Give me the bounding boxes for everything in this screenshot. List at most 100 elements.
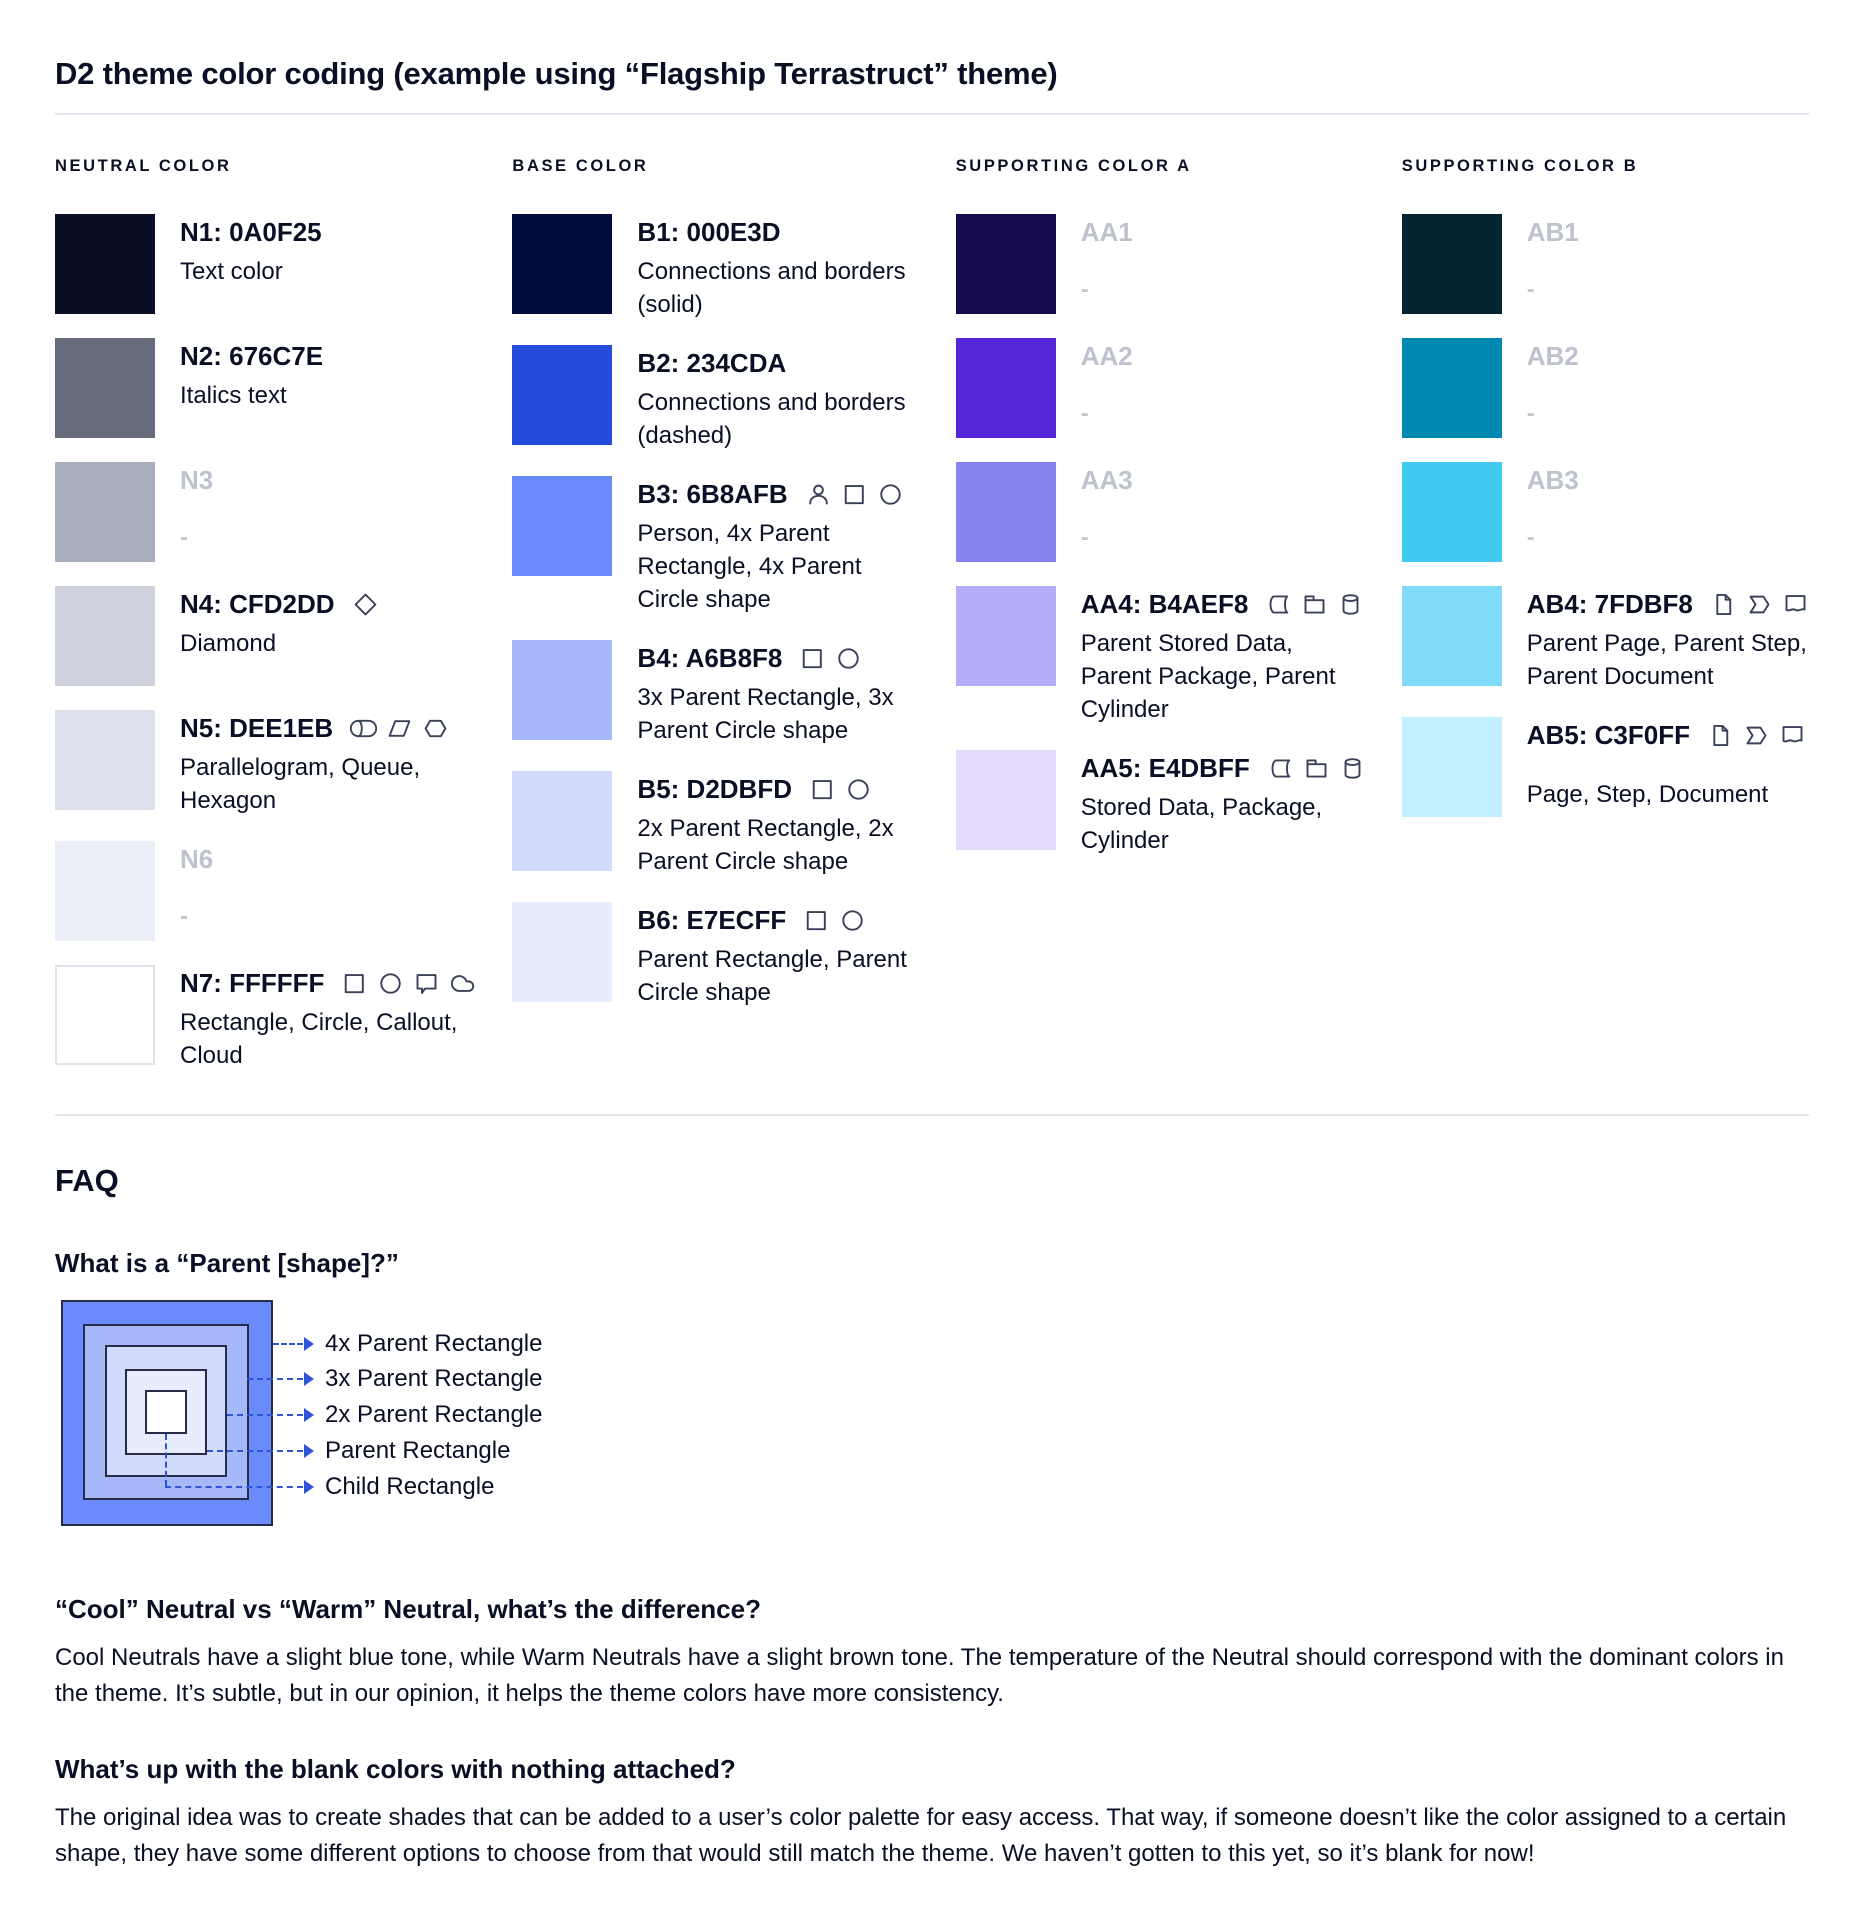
stored-data-icon xyxy=(1267,755,1294,782)
color-item: N1: 0A0F25 Text color xyxy=(55,214,476,314)
color-swatch xyxy=(1401,338,1502,438)
color-swatch xyxy=(955,462,1056,562)
color-meta: AA4: B4AEF8 Parent Stored Data, Parent P… xyxy=(1081,586,1366,726)
color-desc: - xyxy=(1526,400,1535,427)
color-desc: 3x Parent Rectangle, 3x Parent Circle sh… xyxy=(637,684,894,744)
color-item: AB5: C3F0FF Page, Step, Document xyxy=(1401,717,1809,817)
color-meta: N7: FFFFFF Rectangle, Circle, Callout, C… xyxy=(180,965,476,1072)
color-meta: B2: 234CDA Connections and borders (dash… xyxy=(637,345,919,452)
faq-answer-cool-vs-warm: Cool Neutrals have a slight blue tone, w… xyxy=(55,1644,1784,1707)
color-desc: - xyxy=(1080,524,1089,551)
color-swatch xyxy=(955,214,1056,314)
color-meta: N3 - xyxy=(180,462,213,562)
diagram-label: Parent Rectangle xyxy=(325,1437,511,1464)
color-code: N6 xyxy=(180,844,214,874)
color-swatch xyxy=(955,586,1056,686)
color-desc: - xyxy=(1080,276,1089,303)
color-swatch xyxy=(55,338,155,438)
color-item: B1: 000E3D Connections and borders (soli… xyxy=(512,214,919,321)
color-meta: AA5: E4DBFF Stored Data, Package, Cylind… xyxy=(1081,750,1366,857)
color-desc: - xyxy=(1526,524,1535,551)
color-code: N3 xyxy=(180,465,214,495)
diagram-label: Child Rectangle xyxy=(325,1473,495,1500)
circle-icon xyxy=(877,481,904,508)
document-icon xyxy=(1782,591,1809,618)
color-code: AB2 xyxy=(1526,341,1579,371)
color-item: N3 - xyxy=(55,462,476,562)
diagram-connector xyxy=(273,1343,303,1345)
color-swatch xyxy=(512,345,613,445)
color-desc: Parent Page, Parent Step, Parent Documen… xyxy=(1526,630,1807,690)
diagram-arrow xyxy=(304,1444,314,1458)
color-item: AA2 - xyxy=(955,338,1366,438)
color-item: AB3 - xyxy=(1401,462,1809,562)
color-swatch xyxy=(1401,717,1502,817)
color-code: B6: E7ECFF xyxy=(637,905,787,935)
page-icon xyxy=(1707,722,1734,749)
color-meta: B4: A6B8F8 3x Parent Rectangle, 3x Paren… xyxy=(637,640,919,747)
color-code: B1: 000E3D xyxy=(637,217,781,247)
color-swatch xyxy=(1401,214,1502,314)
diagram-label: 3x Parent Rectangle xyxy=(325,1365,543,1392)
page-title: D2 theme color coding (example using “Fl… xyxy=(55,56,1058,91)
color-meta: AA2 - xyxy=(1081,338,1133,438)
color-code: B3: 6B8AFB xyxy=(637,479,788,509)
color-swatch xyxy=(55,965,155,1065)
callout-icon xyxy=(413,970,440,997)
color-code: AB3 xyxy=(1526,465,1579,495)
color-item: N6 - xyxy=(55,841,476,941)
circle-icon xyxy=(845,776,872,803)
color-item: N4: CFD2DD Diamond xyxy=(55,586,476,686)
rectangle-icon xyxy=(803,907,830,934)
color-code: N7: FFFFFF xyxy=(180,968,325,998)
column-header: BASE COLOR xyxy=(512,157,649,175)
circle-icon xyxy=(839,907,866,934)
column-neutral-color: NEUTRAL COLOR N1: 0A0F25 Text color N2: … xyxy=(55,157,476,1096)
color-meta: AB1 - xyxy=(1527,214,1579,314)
color-code: N5: DEE1EB xyxy=(180,713,334,743)
color-code: B4: A6B8F8 xyxy=(637,643,783,673)
diagram-connector xyxy=(247,1378,303,1380)
color-desc: - xyxy=(180,903,188,930)
diagram-connector xyxy=(165,1486,303,1488)
package-icon xyxy=(1301,591,1328,618)
hexagon-icon xyxy=(422,715,449,742)
color-item: AB4: 7FDBF8 Parent Page, Parent Step, Pa… xyxy=(1401,586,1809,693)
color-meta: AB2 - xyxy=(1527,338,1579,438)
color-meta: N6 - xyxy=(180,841,213,941)
color-desc: Rectangle, Circle, Callout, Cloud xyxy=(180,1009,458,1069)
color-swatch xyxy=(512,476,613,576)
color-code: AA1 xyxy=(1080,217,1133,247)
person-icon xyxy=(805,481,832,508)
color-code: B2: 234CDA xyxy=(637,348,787,378)
diamond-icon xyxy=(352,591,379,618)
color-desc: Parent Rectangle, Parent Circle shape xyxy=(637,946,907,1006)
step-icon xyxy=(1746,591,1773,618)
faq-question-parent-shape: What is a “Parent [shape]?” xyxy=(55,1248,399,1278)
rectangle-icon xyxy=(341,970,368,997)
faq-question-cool-vs-warm: “Cool” Neutral vs “Warm” Neutral, what’s… xyxy=(55,1594,761,1624)
color-swatch xyxy=(512,771,613,871)
color-item: AA3 - xyxy=(955,462,1366,562)
color-code: N2: 676C7E xyxy=(180,341,324,371)
color-code: AA5: E4DBFF xyxy=(1080,753,1250,783)
color-swatch xyxy=(55,586,155,686)
diagram-arrow xyxy=(304,1480,314,1494)
color-desc: Stored Data, Package, Cylinder xyxy=(1080,794,1323,854)
color-meta: N1: 0A0F25 Text color xyxy=(180,214,322,314)
color-meta: B5: D2DBFD 2x Parent Rectangle, 2x Paren… xyxy=(637,771,919,878)
color-item: AA4: B4AEF8 Parent Stored Data, Parent P… xyxy=(955,586,1366,726)
color-swatch xyxy=(955,338,1056,438)
color-code: AB1 xyxy=(1526,217,1579,247)
color-meta: N2: 676C7E Italics text xyxy=(180,338,323,438)
color-item: B6: E7ECFF Parent Rectangle, Parent Circ… xyxy=(512,902,919,1009)
color-desc: - xyxy=(1080,400,1089,427)
circle-icon xyxy=(377,970,404,997)
queue-icon xyxy=(350,715,377,742)
column-header: NEUTRAL COLOR xyxy=(55,157,232,175)
column-header: SUPPORTING COLOR B xyxy=(1401,157,1639,175)
color-desc: Person, 4x Parent Rectangle, 4x Parent C… xyxy=(637,520,862,613)
color-item: N7: FFFFFF Rectangle, Circle, Callout, C… xyxy=(55,965,476,1072)
color-desc: - xyxy=(180,524,188,551)
